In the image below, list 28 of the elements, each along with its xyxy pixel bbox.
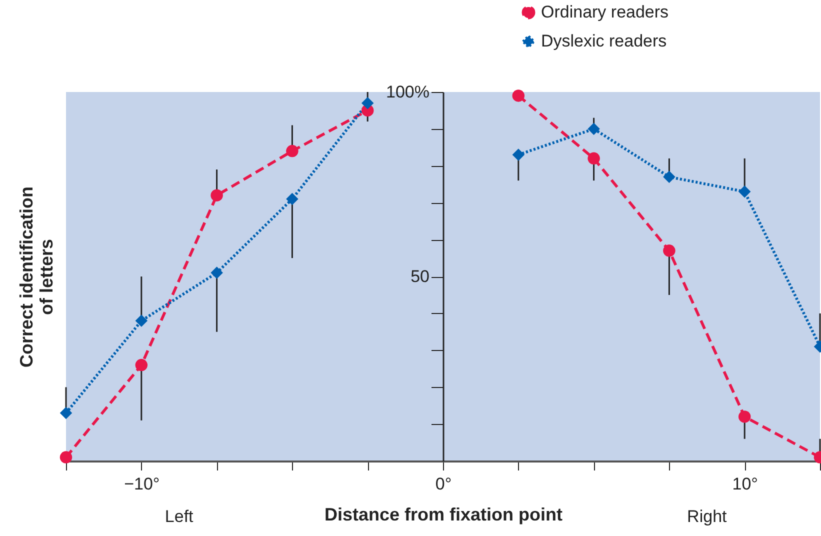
point (512, 90, 525, 102)
legend-label: Ordinary readers (541, 2, 669, 22)
x-tick-label: 0° (435, 474, 452, 494)
point (588, 122, 600, 136)
text: Left (164, 507, 194, 526)
point (286, 192, 298, 206)
point (512, 148, 525, 161)
point (210, 266, 223, 279)
point (60, 406, 72, 420)
text: Right (687, 507, 728, 526)
point (738, 186, 751, 198)
point (663, 170, 676, 183)
point (60, 451, 72, 464)
point (135, 314, 148, 327)
point (663, 244, 676, 257)
y-tick-label: 100% (386, 82, 430, 102)
point (135, 358, 148, 372)
x-tick-label: −10° (124, 474, 160, 494)
y-tick-label: 50 (410, 267, 430, 286)
y-axis-title: Correct identification of letters (16, 186, 56, 368)
point (286, 144, 298, 158)
point (588, 152, 600, 165)
point (210, 189, 223, 202)
point (738, 410, 751, 423)
legend-label: Dyslexic readers (541, 32, 667, 50)
x-axis-title: Distance from fixation point (324, 504, 563, 524)
x-tick-label: 10° (732, 474, 758, 494)
point (361, 96, 374, 110)
